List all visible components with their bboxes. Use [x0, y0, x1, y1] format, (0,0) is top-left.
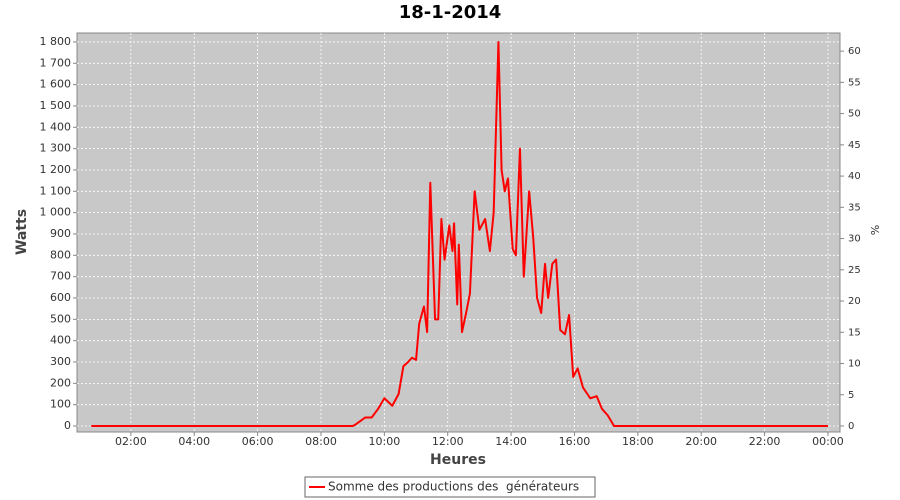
y-tick-label: 1 500 — [40, 99, 72, 112]
legend-label: Somme des productions des générateurs — [328, 480, 579, 494]
legend-box — [304, 476, 596, 498]
y-tick-label: 300 — [50, 355, 71, 368]
plot-area — [76, 32, 841, 433]
y-tick-label: 1 600 — [40, 78, 72, 91]
y-axis-label: Watts — [14, 209, 30, 255]
x-tick-label: 16:00 — [559, 435, 591, 448]
y-tick-label: 1 300 — [40, 142, 72, 155]
x-tick-label: 04:00 — [178, 435, 210, 448]
y-tick-label: 400 — [50, 334, 71, 347]
y-tick-label: 500 — [50, 312, 71, 325]
x-tick-label: 12:00 — [432, 435, 464, 448]
x-tick-label: 22:00 — [749, 435, 781, 448]
series-line — [91, 40, 828, 428]
y2-tick-label: 15 — [848, 327, 861, 338]
y-tick-label: 1 200 — [40, 163, 72, 176]
y-tick-label: 1 100 — [40, 184, 72, 197]
y2-axis-label: % — [868, 225, 881, 235]
x-tick-label: 14:00 — [495, 435, 527, 448]
y2-tick-label: 40 — [848, 171, 861, 182]
y-tick-label: 700 — [50, 270, 71, 283]
y2-tick-label: 55 — [848, 77, 861, 88]
y-tick-label: 200 — [50, 376, 71, 389]
y-tick-label: 900 — [50, 227, 71, 240]
x-tick-label: 08:00 — [305, 435, 337, 448]
y-tick-label: 800 — [50, 248, 71, 261]
y2-tick-label: 35 — [848, 202, 861, 213]
y-tick-label: 100 — [50, 398, 71, 411]
y2-tick-label: 5 — [848, 390, 854, 401]
y2-tick-label: 50 — [848, 109, 861, 120]
y2-tick-label: 45 — [848, 140, 861, 151]
chart-title: 18-1-2014 — [399, 2, 502, 23]
x-axis-label: Heures — [430, 452, 486, 468]
y-tick-label: 1 000 — [40, 206, 72, 219]
x-tick-label: 02:00 — [115, 435, 147, 448]
y2-tick-label: 30 — [848, 234, 861, 245]
y2-tick-label: 0 — [848, 421, 854, 432]
y-tick-label: 0 — [64, 419, 71, 432]
y2-tick-label: 60 — [848, 46, 861, 57]
x-tick-label: 00:00 — [812, 435, 844, 448]
y2-tick-label: 10 — [848, 359, 861, 370]
y-tick-label: 600 — [50, 291, 71, 304]
y2-tick-label: 20 — [848, 296, 861, 307]
x-tick-label: 06:00 — [242, 435, 274, 448]
y-tick-label: 1 700 — [40, 56, 72, 69]
x-tick-label: 10:00 — [369, 435, 401, 448]
y-tick-label: 1 400 — [40, 120, 72, 133]
x-tick-label: 18:00 — [622, 435, 654, 448]
x-tick-label: 20:00 — [685, 435, 717, 448]
y2-tick-label: 25 — [848, 265, 861, 276]
y-tick-label: 1 800 — [40, 35, 72, 48]
